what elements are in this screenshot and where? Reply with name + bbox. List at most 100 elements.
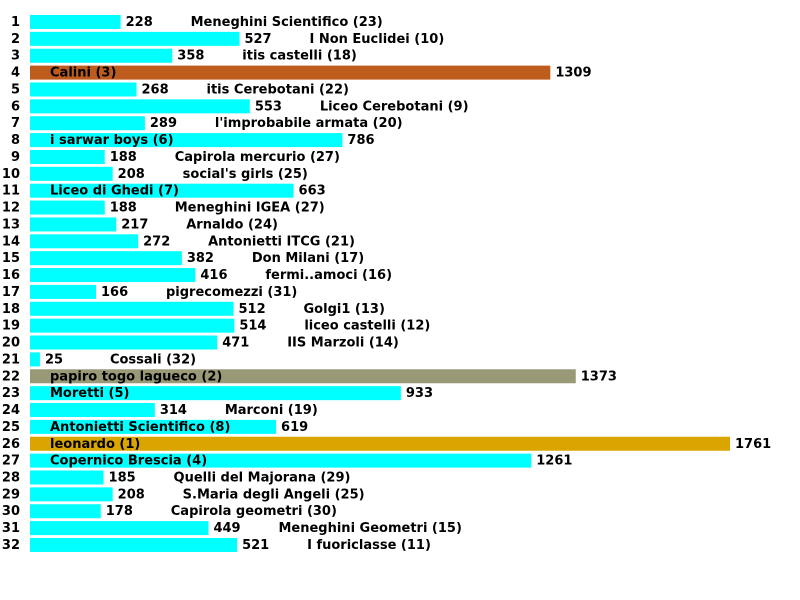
bar-value-label: 166: [101, 285, 128, 300]
bar-value-label: 933: [406, 386, 433, 401]
row-index-label: 16: [2, 268, 20, 283]
bar: [30, 369, 576, 384]
row-index-label: 21: [2, 352, 20, 367]
bar-name-label: Moretti (5): [50, 386, 129, 401]
bar: [30, 470, 104, 485]
row-index-label: 19: [2, 319, 20, 334]
bar-value-label: 416: [200, 268, 227, 283]
bar: [30, 149, 105, 164]
bar-value-label: 289: [150, 116, 177, 131]
bar-value-label: 1373: [581, 369, 617, 384]
row-index-label: 14: [2, 234, 20, 249]
bar-value-label: 1309: [555, 66, 591, 81]
row-index-label: 9: [11, 150, 20, 165]
bar: [30, 99, 250, 114]
bar-name-label: Capirola geometri (30): [171, 504, 337, 519]
bar-value-label: 314: [160, 403, 187, 418]
row-index-label: 10: [2, 167, 20, 182]
bar-name-label: l'improbabile armata (20): [215, 116, 403, 131]
bar-name-label: Marconi (19): [225, 403, 318, 418]
row-index-label: 11: [2, 184, 20, 199]
bar-name-label: I Non Euclidei (10): [309, 32, 444, 47]
row-index-label: 24: [2, 403, 20, 418]
bar: [30, 504, 101, 519]
bar-name-label: Liceo Cerebotani (9): [320, 99, 469, 114]
row-index-label: 13: [2, 217, 20, 232]
bar-value-label: 521: [242, 538, 269, 553]
bar: [30, 335, 218, 350]
bar: [30, 318, 235, 333]
bar: [30, 31, 240, 46]
bar-value-label: 619: [281, 420, 308, 435]
bar-name-label: Cossali (32): [110, 352, 196, 367]
bar: [30, 48, 173, 63]
bar: [30, 183, 294, 198]
row-index-label: 25: [2, 420, 20, 435]
bar: [30, 133, 343, 148]
bar: [30, 521, 209, 536]
row-index-label: 6: [11, 99, 20, 114]
bar-name-label: Don Milani (17): [252, 251, 364, 266]
bar-name-label: Antonietti Scientifico (8): [50, 420, 230, 435]
bar: [30, 82, 137, 97]
bar: [30, 268, 196, 283]
bar: [30, 403, 155, 418]
bar: [30, 65, 551, 80]
bar-name-label: itis Cerebotani (22): [207, 82, 349, 97]
bar: [30, 436, 730, 451]
row-index-label: 23: [2, 386, 20, 401]
row-index-label: 31: [2, 521, 20, 536]
bar-value-label: 786: [347, 133, 374, 148]
bar-name-label: Liceo di Ghedi (7): [50, 184, 179, 199]
bar-value-label: 208: [118, 167, 145, 182]
bar: [30, 352, 40, 367]
bar-name-label: Copernico Brescia (4): [50, 454, 207, 469]
bar-name-label: Meneghini IGEA (27): [175, 201, 325, 216]
row-index-label: 5: [11, 82, 20, 97]
bar: [30, 453, 532, 468]
bar: [30, 251, 182, 266]
bar-value-label: 663: [299, 184, 326, 199]
bar-value-label: 382: [187, 251, 214, 266]
bar-name-label: Arnaldo (24): [186, 217, 278, 232]
bar-value-label: 358: [177, 49, 204, 64]
bar-name-label: S.Maria degli Angeli (25): [183, 487, 365, 502]
bar: [30, 116, 145, 131]
bar: [30, 284, 96, 299]
row-index-label: 29: [2, 487, 20, 502]
bar-name-label: pigrecomezzi (31): [166, 285, 297, 300]
bar: [30, 301, 234, 316]
row-index-label: 2: [11, 32, 20, 47]
bar-value-label: 553: [255, 99, 282, 114]
bar-value-label: 25: [45, 352, 63, 367]
bar-value-label: 1261: [536, 454, 572, 469]
bar: [30, 537, 238, 552]
bar-name-label: i sarwar boys (6): [50, 133, 174, 148]
bar-value-label: 449: [213, 521, 240, 536]
bar-value-label: 188: [110, 150, 137, 165]
bar-value-label: 512: [239, 302, 266, 317]
bar-name-label: Meneghini Geometri (15): [278, 521, 461, 536]
bar-name-label: liceo castelli (12): [304, 319, 430, 334]
bar-value-label: 208: [118, 487, 145, 502]
row-index-label: 18: [2, 302, 20, 317]
bar: [30, 487, 113, 502]
row-index-label: 15: [2, 251, 20, 266]
row-index-label: 22: [2, 369, 20, 384]
bar-value-label: 514: [239, 319, 266, 334]
bar-value-label: 527: [244, 32, 271, 47]
bar-name-label: Calini (3): [50, 66, 116, 81]
row-index-label: 7: [11, 116, 20, 131]
bar-name-label: I fuoriclasse (11): [307, 538, 431, 553]
row-index-label: 26: [2, 437, 20, 452]
row-index-label: 4: [11, 66, 20, 81]
row-index-label: 3: [11, 49, 20, 64]
bar-name-label: Capirola mercurio (27): [175, 150, 340, 165]
bar-name-label: papiro togo lagueco (2): [50, 369, 222, 384]
bar-value-label: 185: [109, 470, 136, 485]
bar-value-label: 178: [106, 504, 133, 519]
row-index-label: 1: [11, 15, 20, 30]
bar-name-label: IIS Marzoli (14): [287, 336, 399, 351]
bar: [30, 234, 139, 249]
